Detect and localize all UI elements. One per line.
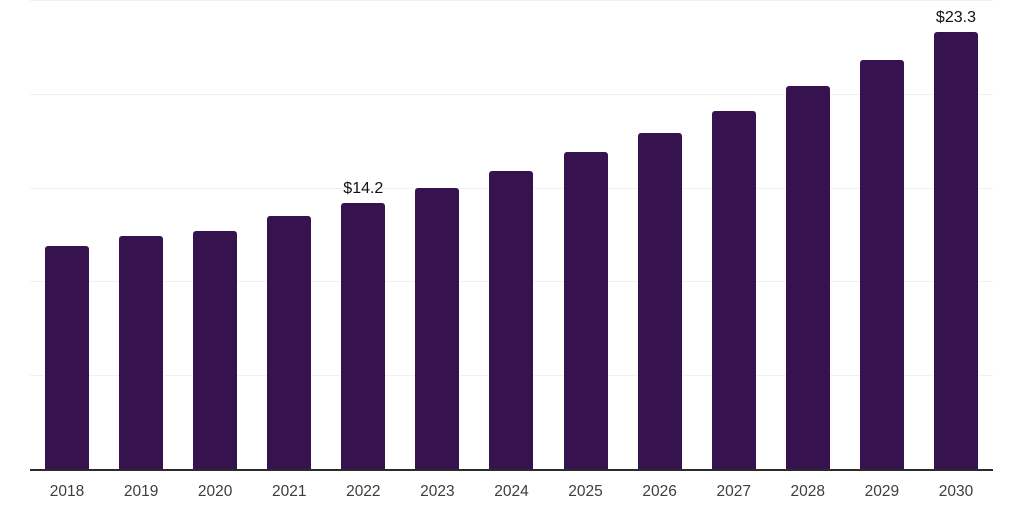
x-tick-label-2025: 2025	[568, 483, 603, 500]
x-tick-label-2028: 2028	[790, 483, 826, 500]
x-tick-label-2020: 2020	[197, 483, 233, 500]
bar-2029	[859, 60, 904, 469]
bar-2026	[637, 133, 682, 469]
x-tick-label-2024: 2024	[494, 483, 529, 500]
bar-2027	[711, 110, 756, 469]
x-tick-label-2026: 2026	[642, 483, 677, 500]
x-axis-line	[30, 469, 993, 471]
x-tick-label-2029: 2029	[864, 483, 900, 500]
bar-2022	[341, 202, 386, 469]
x-tick-label-2018: 2018	[49, 483, 85, 500]
x-tick-label-2019: 2019	[123, 483, 159, 500]
gridline	[30, 93, 993, 95]
bar-2028	[785, 86, 830, 469]
bar-value-label: $23.3	[935, 8, 976, 26]
x-tick-label-2027: 2027	[716, 483, 751, 500]
bar-value-label: $14.2	[343, 179, 384, 197]
x-tick-label-2022: 2022	[346, 483, 381, 500]
bar-2023	[415, 187, 460, 469]
plot-area: $14.2 $23.3	[30, 0, 993, 471]
x-tick-label-2030: 2030	[938, 483, 974, 500]
bar-2018	[45, 245, 89, 469]
gridline	[30, 0, 993, 1]
bar-2020	[193, 230, 238, 469]
bar-2021	[267, 215, 312, 469]
bar-2019	[119, 236, 164, 469]
x-tick-label-2021: 2021	[271, 483, 307, 500]
bar-2030	[933, 31, 978, 469]
x-tick-label-2023: 2023	[420, 483, 455, 500]
bar-2024	[489, 170, 534, 469]
bar-2025	[563, 151, 608, 469]
